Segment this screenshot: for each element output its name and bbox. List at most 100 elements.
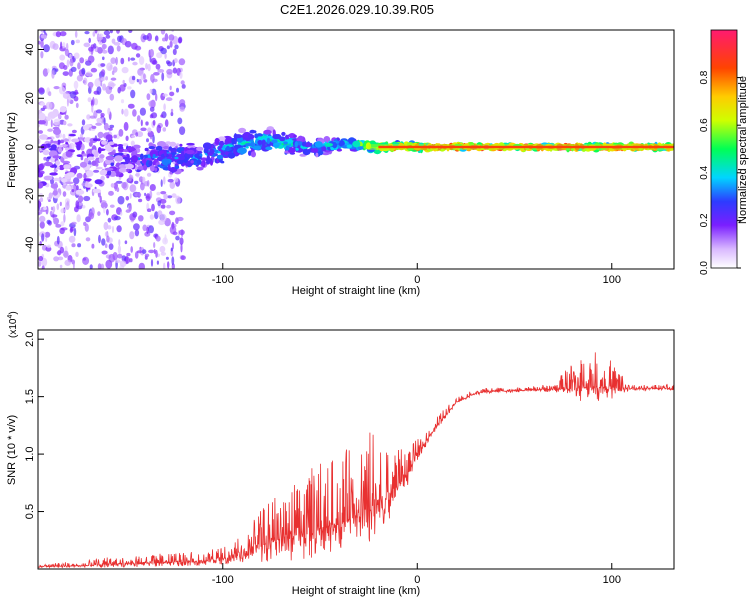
heatmap-blob-545	[91, 104, 94, 113]
heatmap-blob-233	[113, 134, 117, 139]
heatmap-blob-657	[107, 225, 112, 230]
heatmap-blob-365	[57, 256, 64, 261]
heatmap-blob-811	[68, 133, 77, 137]
heatmap-blob-1740	[220, 150, 225, 154]
heatmap-blob-1037	[85, 124, 92, 128]
heatmap-blob-256	[177, 37, 182, 44]
heatmap-blob-1841	[71, 138, 80, 143]
heatmap-blob-1222	[149, 164, 155, 172]
heatmap-blob-87	[101, 250, 108, 255]
heatmap-blob-1793	[66, 172, 75, 177]
heatmap-blob-883	[38, 138, 41, 145]
heatmap-blob-532	[134, 251, 139, 259]
heatmap-blob-676	[151, 80, 154, 84]
heatmap-blob-1011	[110, 183, 115, 188]
heatmap-blob-151	[79, 57, 85, 64]
heatmap-blob-95	[109, 30, 113, 34]
heatmap-blob-613	[125, 209, 131, 213]
heatmap-blob-614	[169, 210, 176, 216]
heatmap-blob-1990	[325, 143, 333, 147]
heatmap-blob-243	[152, 134, 155, 144]
heatmap-blob-518	[69, 54, 72, 59]
heatmap-blob-33	[142, 224, 147, 232]
heatmap-blob-1328	[144, 147, 149, 152]
heatmap-blob-667	[129, 231, 135, 240]
heatmap-blob-1212	[187, 144, 196, 149]
heatmap-blob-385	[45, 101, 53, 110]
heatmap-blob-1002	[38, 119, 46, 125]
heatmap-blob-1724	[61, 144, 68, 147]
heatmap-blob-1803	[52, 126, 60, 130]
heatmap-blob-1757	[174, 165, 180, 170]
heatmap-blob-441	[172, 48, 177, 55]
heatmap-blob-1968	[67, 123, 73, 127]
heatmap-blob-275	[40, 39, 44, 48]
heatmap-blob-1689	[238, 127, 247, 134]
heatmap-blob-2050	[117, 152, 124, 156]
heatmap-blob-627	[64, 259, 71, 266]
heatmap-blob-369	[59, 227, 65, 235]
heatmap-blob-480	[38, 193, 44, 198]
heatmap-blob-450	[146, 32, 152, 42]
heatmap-blob-698	[83, 195, 91, 202]
heatmap-blob-633	[119, 260, 127, 268]
heatmap-blob-1436	[62, 133, 66, 140]
heatmap-blob-617	[49, 210, 53, 216]
heatmap-blob-1407	[105, 155, 115, 161]
heatmap-blob-2072	[297, 135, 304, 142]
heatmap-blob-1571	[38, 172, 44, 178]
heatmap-blob-434	[155, 249, 158, 258]
heatmap-blob-431	[129, 193, 132, 199]
heatmap-blob-954	[38, 130, 43, 134]
heatmap-blob-268	[117, 35, 122, 42]
heatmap-blob-630	[41, 233, 45, 242]
heatmap-blob-513	[89, 264, 93, 269]
heatmap-blob-1963	[118, 167, 127, 173]
heatmap-blob-363	[95, 109, 103, 114]
heatmap-blob-2070	[314, 141, 323, 148]
heatmap-blob-574	[168, 34, 175, 41]
heatmap-blob-242	[102, 43, 106, 51]
heatmap-blob-1708	[140, 153, 144, 160]
heatmap-blob-801	[157, 141, 166, 148]
heatmap-blob-395	[157, 200, 161, 207]
heatmap-blob-1978	[332, 141, 338, 149]
heatmap-blob-679	[48, 192, 53, 199]
heatmap-blob-1675	[193, 160, 198, 165]
heatmap-blob-245	[127, 57, 130, 62]
heatmap-blob-1388	[92, 188, 102, 194]
heatmap-blob-110	[56, 203, 60, 211]
heatmap-blob-478	[108, 127, 113, 131]
heatmap-blob-493	[55, 68, 59, 72]
heatmap-y-tick-label-0: -40	[24, 237, 36, 253]
heatmap-blob-515	[62, 42, 66, 49]
heatmap-blob-89	[93, 169, 100, 173]
heatmap-blob-274	[95, 122, 102, 126]
heatmap-blob-216	[115, 133, 120, 140]
heatmap-blob-1713	[357, 146, 365, 150]
heatmap-blob-421	[103, 122, 109, 131]
heatmap-blob-338	[145, 63, 148, 70]
heatmap-blob-671	[163, 103, 166, 111]
heatmap-blob-19	[73, 177, 80, 185]
heatmap-blob-1412	[323, 136, 331, 143]
figure-title: C2E1.2026.029.10.39.R05	[280, 2, 434, 17]
heatmap-blob-397	[160, 204, 166, 209]
heatmap-blob-2035	[227, 152, 236, 159]
heatmap-blob-1980	[233, 133, 238, 141]
heatmap-blob-882	[113, 182, 118, 190]
heatmap-blob-519	[124, 240, 128, 245]
heatmap-blob-1925	[52, 155, 61, 159]
heatmap-blob-589	[52, 206, 56, 213]
heatmap-blob-2003	[152, 154, 156, 158]
heatmap-blob-177	[40, 107, 45, 111]
heatmap-blob-487	[66, 42, 69, 51]
heatmap-blob-509	[149, 88, 153, 94]
heatmap-blob-461	[146, 93, 151, 101]
heatmap-blob-2053	[186, 142, 195, 146]
heatmap-blob-2011	[311, 148, 319, 153]
heatmap-blob-540	[105, 34, 111, 39]
heatmap-blob-465	[154, 35, 159, 42]
heatmap-blob-1160	[336, 148, 342, 152]
